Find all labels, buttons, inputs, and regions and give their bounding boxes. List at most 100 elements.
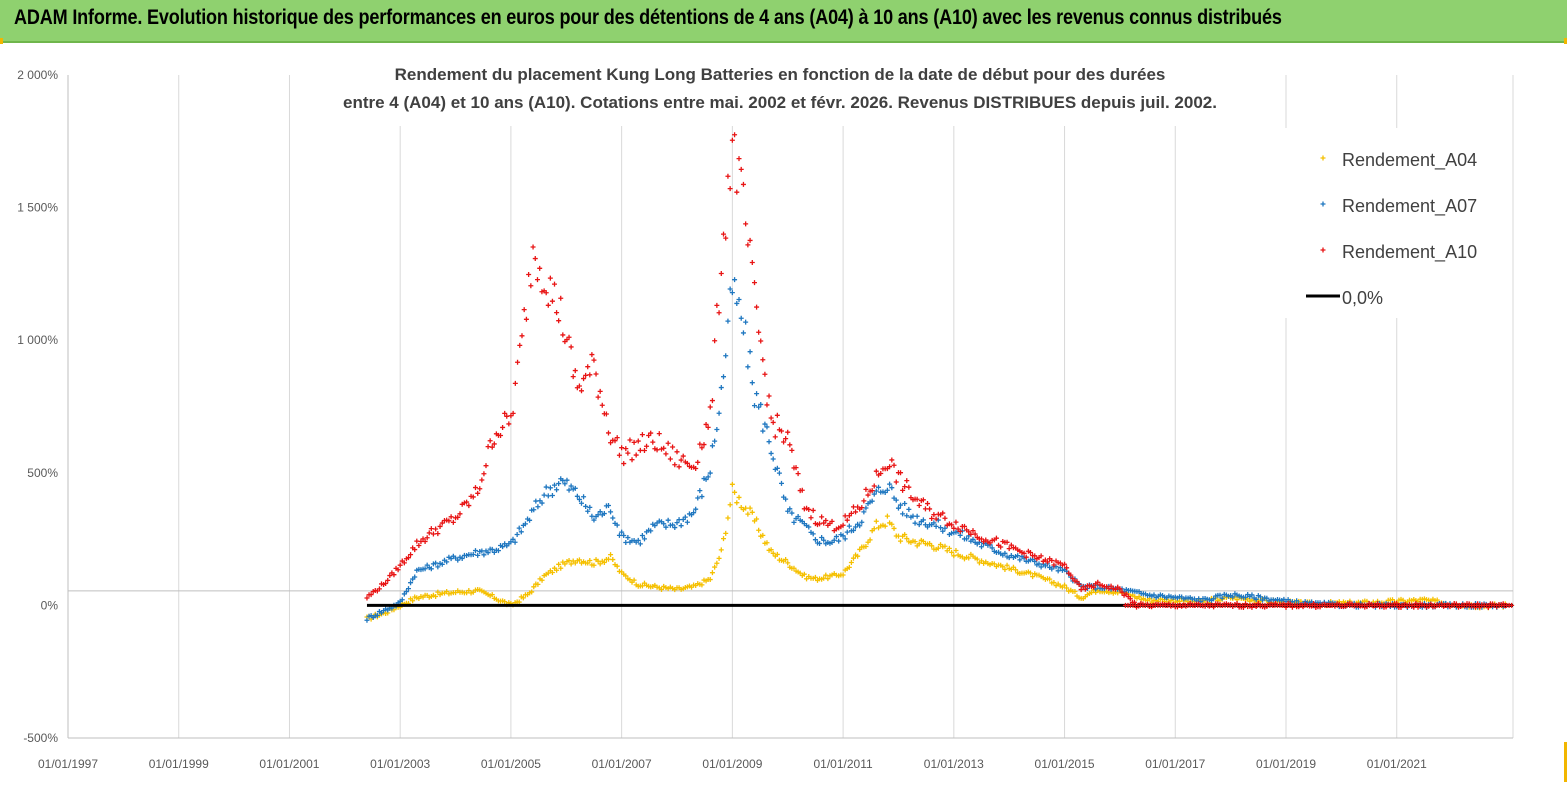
data-point-A10 xyxy=(570,374,576,380)
data-point-A04 xyxy=(871,526,877,532)
data-point-A07 xyxy=(893,497,899,503)
data-point-A04 xyxy=(591,562,597,568)
data-point-A10 xyxy=(576,383,582,389)
x-tick-label: 01/01/2013 xyxy=(924,757,984,771)
data-point-A10 xyxy=(1021,550,1027,556)
data-point-A10 xyxy=(774,412,780,418)
data-point-A07 xyxy=(857,523,863,529)
data-point-A10 xyxy=(993,535,999,541)
data-point-A10 xyxy=(887,464,893,470)
data-point-A07 xyxy=(933,523,939,529)
data-point-A10 xyxy=(853,509,859,515)
data-point-A10 xyxy=(556,318,562,324)
data-point-A07 xyxy=(764,424,770,430)
data-point-A10 xyxy=(408,552,414,558)
data-point-A04 xyxy=(568,561,574,567)
data-point-A10 xyxy=(727,186,733,192)
data-point-A07 xyxy=(791,519,797,525)
data-point-A07 xyxy=(489,546,495,552)
data-point-A10 xyxy=(1119,589,1125,595)
data-point-A07 xyxy=(583,503,589,509)
data-point-A07 xyxy=(512,539,518,545)
data-point-A10 xyxy=(787,442,793,448)
data-point-A10 xyxy=(489,444,495,450)
data-point-A04 xyxy=(502,599,508,605)
data-point-A07 xyxy=(1264,595,1270,601)
data-point-A10 xyxy=(587,372,593,378)
data-point-A07 xyxy=(1219,595,1225,601)
data-point-A07 xyxy=(842,536,848,542)
data-point-A07 xyxy=(691,510,697,516)
title-backdrop xyxy=(326,52,1236,126)
data-point-A10 xyxy=(466,503,472,509)
data-point-A07 xyxy=(920,517,926,523)
data-point-A04 xyxy=(714,560,720,566)
data-point-A10 xyxy=(654,447,660,453)
data-point-A07 xyxy=(439,561,445,567)
data-point-A07 xyxy=(734,300,740,306)
data-point-A07 xyxy=(500,544,506,550)
data-point-A07 xyxy=(585,508,591,514)
data-point-A10 xyxy=(526,271,532,277)
data-point-A07 xyxy=(979,544,985,550)
data-point-A07 xyxy=(812,537,818,543)
data-point-A07 xyxy=(591,517,597,523)
data-point-A07 xyxy=(637,541,643,547)
data-point-A07 xyxy=(732,277,738,283)
data-point-A10 xyxy=(1123,591,1129,597)
data-point-A07 xyxy=(568,483,574,489)
banner-title: ADAM Informe. Evolution historique des p… xyxy=(14,6,1282,29)
data-point-A04 xyxy=(745,511,751,517)
data-point-A07 xyxy=(914,513,920,519)
x-tick-label: 01/01/2015 xyxy=(1035,757,1095,771)
data-point-A10 xyxy=(970,528,976,534)
data-point-A04 xyxy=(1004,562,1010,568)
data-point-A07 xyxy=(831,537,837,543)
data-point-A07 xyxy=(1057,565,1063,571)
data-point-A07 xyxy=(510,536,516,542)
data-point-A07 xyxy=(789,510,795,516)
data-point-A04 xyxy=(699,582,705,588)
data-point-A10 xyxy=(861,498,867,504)
data-point-A10 xyxy=(925,501,931,507)
data-point-A10 xyxy=(585,364,591,370)
data-point-A10 xyxy=(512,380,518,386)
data-point-A10 xyxy=(795,471,801,477)
data-point-A04 xyxy=(516,599,522,605)
data-point-A10 xyxy=(914,496,920,502)
data-point-A10 xyxy=(779,428,785,434)
data-point-A04 xyxy=(946,545,952,551)
data-point-A10 xyxy=(754,304,760,310)
data-point-A10 xyxy=(433,526,439,532)
data-point-A07 xyxy=(783,496,789,502)
data-point-A10 xyxy=(762,371,768,377)
data-point-A07 xyxy=(635,537,641,543)
data-point-A10 xyxy=(500,424,506,430)
data-point-A04 xyxy=(846,564,852,570)
data-point-A07 xyxy=(743,319,749,325)
data-point-A10 xyxy=(1062,561,1068,567)
data-point-A07 xyxy=(709,443,715,449)
data-point-A10 xyxy=(450,519,456,525)
data-point-A07 xyxy=(621,533,627,539)
x-axis: 01/01/1997 01/01/1999 01/01/2001 01/01/2003… xyxy=(38,590,1513,771)
data-point-A07 xyxy=(1249,592,1255,598)
data-point-A07 xyxy=(787,506,793,512)
data-point-A10 xyxy=(491,441,497,447)
data-point-A07 xyxy=(740,330,746,336)
data-point-A07 xyxy=(1015,553,1021,559)
data-point-A04 xyxy=(1047,576,1053,582)
data-point-A07 xyxy=(682,514,688,520)
data-point-A07 xyxy=(652,523,658,529)
data-point-A10 xyxy=(949,522,955,528)
y-tick-label: -500% xyxy=(23,731,58,745)
data-point-A10 xyxy=(376,586,382,592)
data-point-A04 xyxy=(433,593,439,599)
data-point-A04 xyxy=(850,555,856,561)
data-point-A07 xyxy=(869,498,875,504)
data-point-A07 xyxy=(895,505,901,511)
data-point-A07 xyxy=(581,494,587,500)
data-point-A07 xyxy=(729,290,735,296)
data-point-A10 xyxy=(927,506,933,512)
data-point-A10 xyxy=(472,485,478,491)
